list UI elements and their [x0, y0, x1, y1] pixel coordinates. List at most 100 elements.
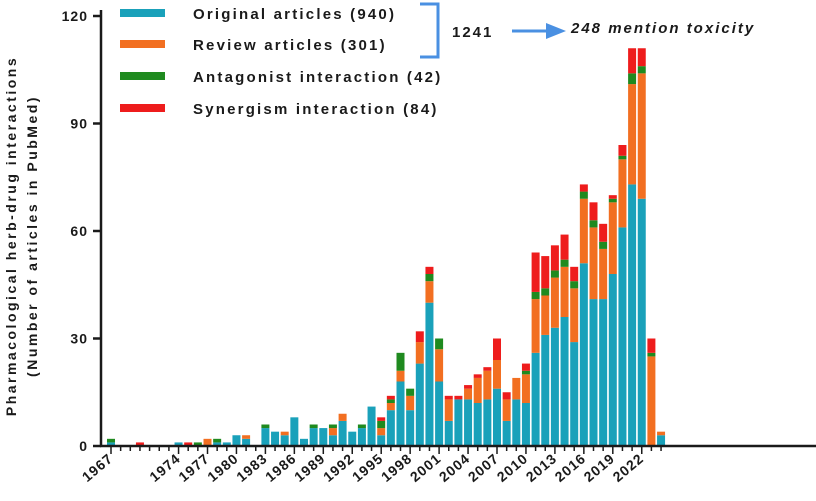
- bar-2016-series-0: [579, 263, 588, 446]
- bar-1990-series-0: [328, 435, 337, 446]
- bar-1993-series-0: [357, 428, 366, 446]
- bar-2021-series-1: [628, 84, 637, 185]
- bar-2019-series-0: [608, 274, 617, 446]
- bar-2021-series-0: [628, 184, 637, 447]
- bar-1996-series-3: [386, 395, 395, 400]
- bar-2015-series-3: [570, 266, 579, 282]
- bar-1967-series-2: [107, 438, 115, 443]
- x-tick-label: 1998: [378, 450, 415, 485]
- bar-1999-series-3: [415, 331, 424, 343]
- bar-2000-series-2: [425, 274, 434, 282]
- bar-1976-series-2: [193, 442, 202, 446]
- legend-group: Original articles (940) Review articles (…: [120, 6, 442, 118]
- x-tick-label: 2007: [465, 450, 502, 485]
- total-count: 1241: [452, 24, 493, 41]
- bar-2012-series-3: [541, 256, 550, 289]
- legend-swatch: [120, 104, 165, 112]
- bar-2003-series-3: [454, 395, 463, 400]
- bar-2013-series-2: [550, 270, 559, 278]
- bar-2023-series-3: [647, 338, 656, 353]
- bar-1996-series-0: [386, 410, 395, 446]
- bar-2009-series-0: [512, 399, 521, 446]
- y-tick-label: 120: [62, 8, 88, 24]
- bar-2014-series-1: [560, 266, 569, 317]
- bar-2020-series-0: [618, 227, 627, 446]
- bar-2023-series-1: [647, 356, 656, 446]
- bar-2003-series-0: [454, 399, 463, 446]
- bar-2019-series-3: [608, 195, 617, 199]
- bar-2010-series-3: [521, 363, 530, 371]
- bar-2013-series-1: [550, 277, 559, 328]
- bar-2005-series-1: [473, 377, 482, 403]
- bar-2007-series-0: [493, 388, 501, 446]
- bar-1996-series-2: [386, 399, 395, 403]
- bar-2019-series-1: [608, 202, 617, 274]
- legend-label: Antagonist interaction (42): [193, 69, 442, 86]
- bar-2024-series-1: [657, 431, 666, 436]
- bar-2022-series-0: [637, 198, 646, 446]
- x-tick-label: 2022: [609, 450, 646, 485]
- bar-2015-series-0: [570, 342, 579, 446]
- bar-1985-series-1: [280, 431, 289, 436]
- x-tick-label: 2001: [407, 450, 444, 485]
- bar-2017-series-3: [589, 202, 598, 221]
- bar-2014-series-2: [560, 259, 569, 267]
- bar-2016-series-3: [579, 184, 588, 192]
- bar-1991-series-0: [338, 420, 347, 446]
- bar-2001-series-0: [435, 381, 444, 446]
- bar-2013-series-3: [550, 245, 559, 271]
- x-tick-label: 1977: [175, 450, 212, 485]
- bar-2017-series-0: [589, 299, 598, 446]
- bar-2005-series-3: [473, 374, 482, 378]
- bar-1977-series-1: [203, 438, 212, 446]
- bar-2018-series-0: [599, 299, 608, 446]
- bar-2020-series-1: [618, 159, 627, 228]
- legend-label: Original articles (940): [193, 6, 396, 23]
- legend-swatch: [120, 9, 165, 17]
- bar-1994-series-0: [367, 406, 376, 446]
- bar-1997-series-2: [396, 352, 405, 371]
- bar-2010-series-0: [521, 403, 530, 446]
- bar-2019-series-2: [608, 198, 617, 203]
- bar-1984-series-0: [271, 431, 280, 446]
- bar-2010-series-2: [521, 370, 530, 375]
- bar-1988-series-0: [309, 428, 318, 446]
- bar-1999-series-1: [415, 342, 424, 364]
- bar-2016-series-2: [579, 191, 588, 199]
- bar-2021-series-3: [628, 48, 637, 74]
- x-tick-label: 1992: [320, 450, 357, 485]
- bar-2015-series-1: [570, 288, 579, 343]
- bar-2021-series-2: [628, 73, 637, 85]
- bar-1974-series-0: [174, 442, 183, 446]
- bar-2004-series-3: [464, 385, 473, 389]
- x-tick-label: 1995: [349, 450, 386, 485]
- bar-2006-series-0: [483, 399, 492, 446]
- bar-1980-series-0: [232, 435, 241, 446]
- bar-2018-series-2: [599, 241, 608, 249]
- bar-2018-series-3: [599, 223, 608, 242]
- bar-1986-series-0: [290, 417, 299, 446]
- bar-2014-series-0: [560, 317, 569, 446]
- y-tick-label: 60: [70, 223, 88, 239]
- bar-2011-series-1: [531, 299, 540, 353]
- bar-2005-series-0: [473, 403, 482, 446]
- bar-1997-series-0: [396, 381, 405, 446]
- y-axis-title-line1: Pharmacological herb-drug interactions: [3, 56, 19, 416]
- y-tick-label: 30: [70, 331, 88, 347]
- bar-1995-series-1: [377, 428, 386, 436]
- bar-2013-series-0: [550, 327, 559, 446]
- bar-2022-series-3: [637, 48, 646, 67]
- bar-2015-series-2: [570, 281, 579, 289]
- x-tick-label: 1967: [79, 450, 116, 485]
- bar-2006-series-3: [483, 367, 492, 371]
- bar-1989-series-0: [319, 428, 328, 446]
- bar-2018-series-1: [599, 248, 608, 300]
- bar-1995-series-2: [377, 420, 386, 429]
- bar-2002-series-3: [444, 395, 453, 400]
- bar-2017-series-2: [589, 220, 598, 228]
- bar-2008-series-1: [502, 399, 511, 421]
- x-tick-label: 1974: [146, 450, 183, 485]
- x-tick-label: 1989: [291, 450, 328, 485]
- bar-1981-series-0: [242, 438, 251, 446]
- toxicity-note: 248 mention toxicity: [570, 20, 755, 37]
